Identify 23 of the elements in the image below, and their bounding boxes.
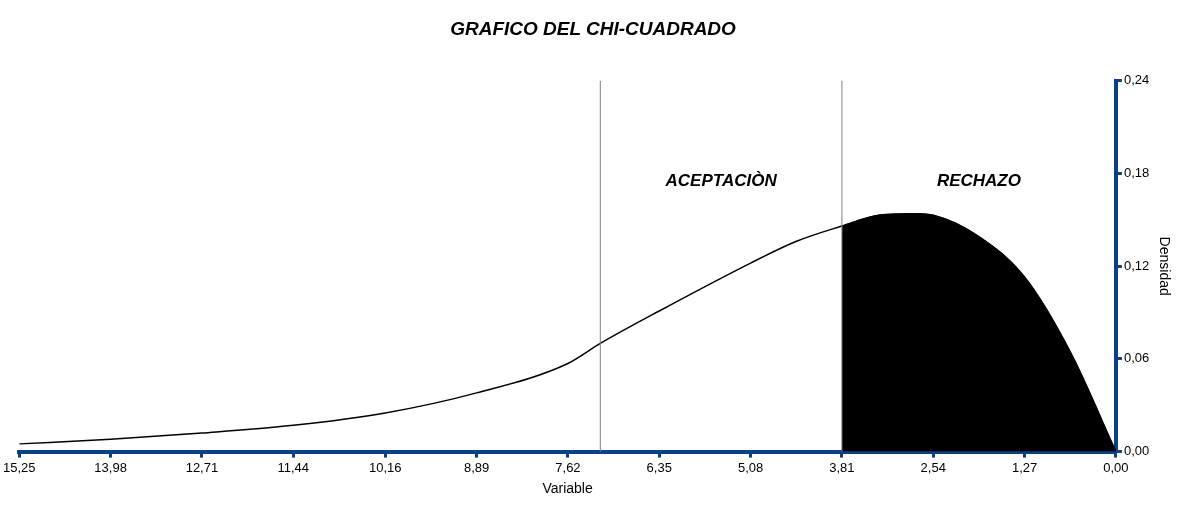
x-tick-label: 8,89 xyxy=(463,459,490,475)
x-tick-label: 12,71 xyxy=(185,459,219,475)
y-tick-label: 0,18 xyxy=(1123,165,1150,181)
y-tick-label: 0,12 xyxy=(1123,257,1150,273)
x-tick-label: 10,16 xyxy=(369,459,402,475)
x-tick-label: 1,27 xyxy=(1011,459,1038,475)
y-tick-label: 0,06 xyxy=(1123,350,1150,366)
x-tick-label: 0,00 xyxy=(1103,459,1129,475)
x-axis-title: Variable xyxy=(542,480,593,497)
chart-title: GRAFICO DEL CHI-CUADRADO xyxy=(450,17,737,39)
x-tick-label: 11,44 xyxy=(277,459,310,475)
annotation: ACEPTACIÒN xyxy=(664,170,778,190)
x-tick-label: 6,35 xyxy=(646,459,672,475)
x-tick-label: 3,81 xyxy=(829,459,855,475)
y-tick-label: 0,00 xyxy=(1123,443,1150,459)
annotation: RECHAZO xyxy=(936,170,1021,190)
y-tick-label: 0,24 xyxy=(1123,72,1150,88)
x-tick-label: 13,98 xyxy=(94,459,127,475)
x-tick-label: 2,54 xyxy=(920,459,946,475)
x-tick-label: 5,08 xyxy=(737,459,764,475)
x-tick-label: 7,62 xyxy=(555,459,581,475)
y-axis-title: Densidad xyxy=(1156,236,1173,296)
x-tick-label: 15,25 xyxy=(2,459,36,475)
